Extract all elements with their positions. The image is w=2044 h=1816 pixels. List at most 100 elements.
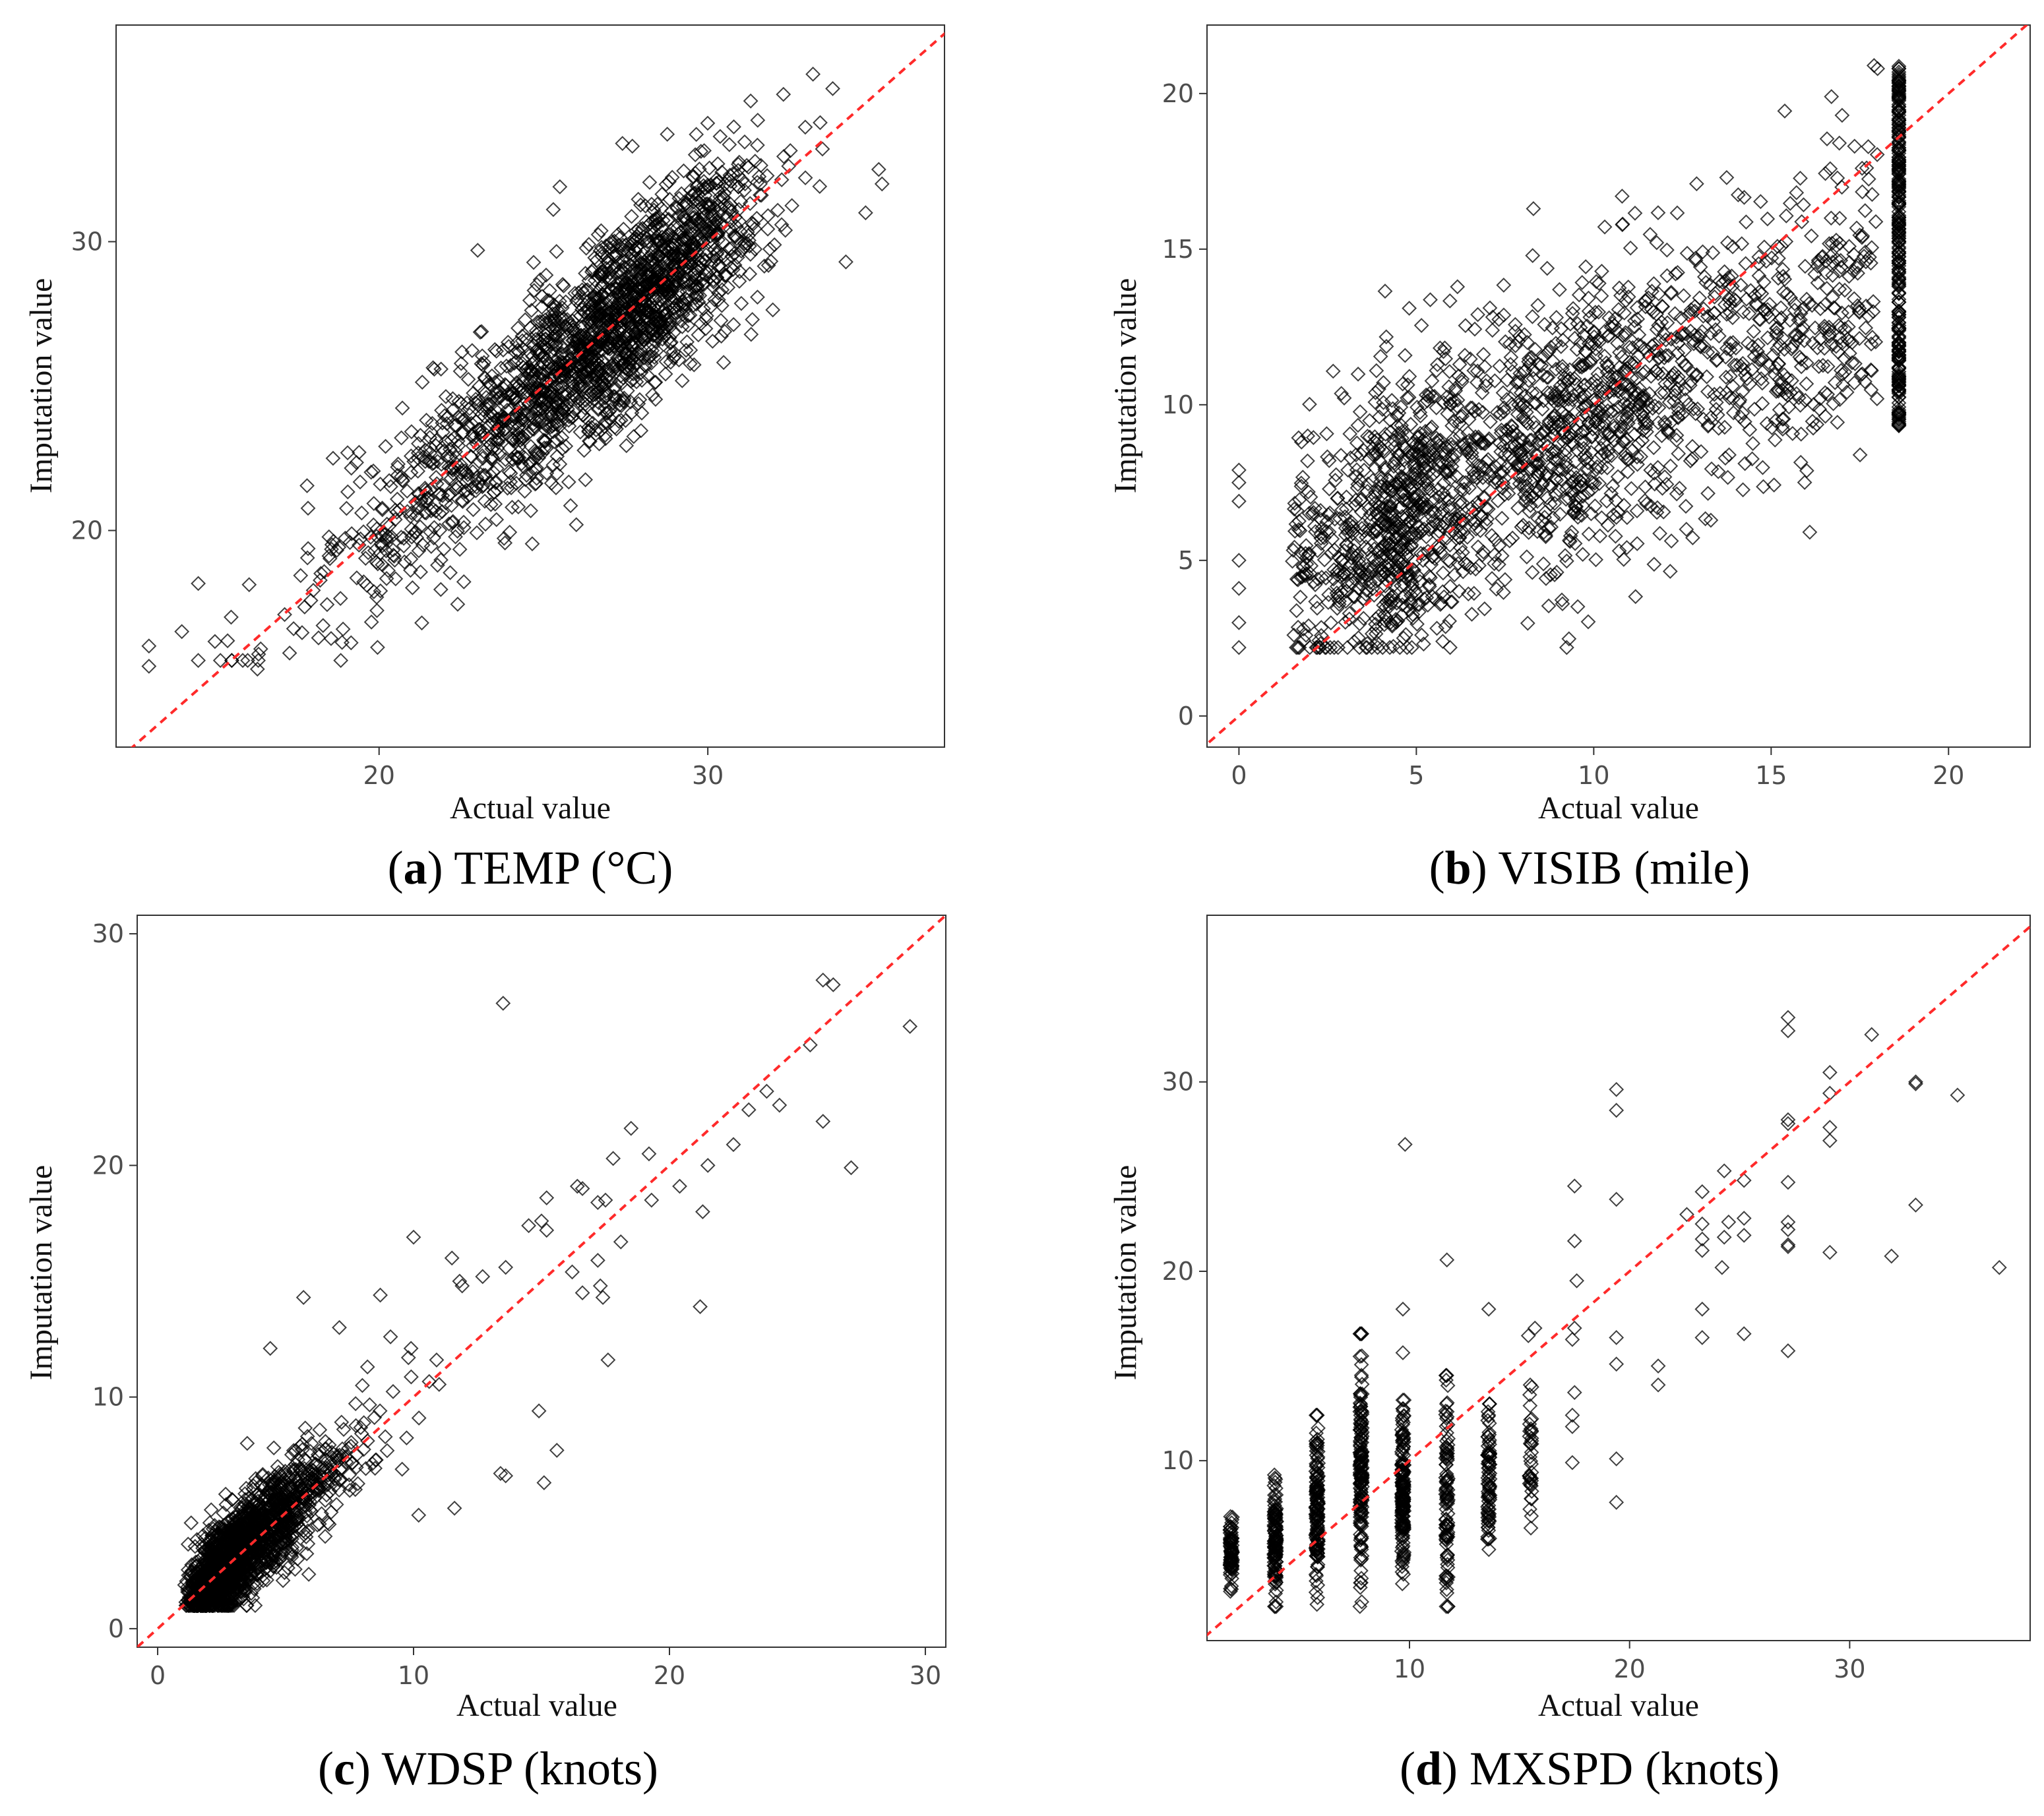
data-point-a-2023 [410,436,426,452]
data-point-b-1 [1231,615,1247,630]
data-point-a-999 [489,461,505,477]
data-point-a-2051 [378,526,393,542]
data-point-a-0 [141,638,157,654]
data-point-a-1868 [616,340,632,356]
data-point-b-2270 [1389,595,1405,611]
data-point-b-1867 [1834,305,1849,321]
data-point-c-54 [332,1319,347,1335]
data-point-b-842 [1435,584,1450,599]
data-point-b-1102 [1313,620,1329,635]
data-point-a-1660 [718,176,733,192]
data-point-b-2180 [1891,286,1907,301]
data-point-a-894 [702,264,718,280]
data-point-a-1931 [425,501,441,517]
data-point-b-1769 [1293,434,1309,450]
data-point-b-2226 [1682,378,1698,393]
data-point-b-1723 [1728,293,1743,309]
data-point-b-1565 [1605,507,1621,523]
data-point-a-1590 [413,564,429,580]
data-point-b-441 [1559,640,1574,655]
plot-frame-a [115,24,945,748]
data-point-b-2013 [1749,296,1764,311]
data-point-a-231 [493,360,509,376]
x-axis-title-a: Actual value [450,791,611,826]
data-point-a-2015 [731,179,746,195]
data-point-b-1748 [1847,356,1863,371]
data-point-a-1983 [667,273,683,289]
data-point-b-4 [1231,493,1247,509]
data-point-a-1731 [450,409,466,425]
data-point-b-274 [1661,348,1676,363]
data-point-a-1772 [465,464,481,479]
data-point-b-1345 [1597,425,1613,441]
data-point-b-1810 [1722,342,1738,357]
data-point-a-1875 [515,341,531,357]
data-point-b-1792 [1688,406,1704,421]
data-point-a-1894 [659,228,675,244]
data-point-b-715 [1891,350,1907,366]
data-point-b-2092 [1891,119,1907,135]
data-point-a-1740 [567,388,582,404]
data-point-a-1428 [496,531,512,546]
data-point-b-1964 [1349,462,1365,477]
data-point-a-653 [571,285,586,301]
data-point-b-1307 [1409,526,1425,541]
x-tick-label-b-2: 10 [1578,761,1609,790]
data-point-b-1370 [1678,499,1694,514]
data-point-b-1604 [1444,485,1460,500]
y-tick-label-b-0: 0 [1178,702,1194,731]
data-point-a-1494 [521,376,537,392]
data-point-b-2168 [1594,510,1609,526]
data-point-a-1546 [636,254,652,270]
data-point-b-154 [1352,616,1367,632]
data-point-b-566 [1779,380,1795,396]
data-point-a-2080 [592,309,608,324]
data-point-b-2171 [1309,640,1325,655]
data-point-a-1770 [598,431,613,446]
data-point-a-1219 [511,320,526,336]
data-point-c-47 [411,1507,427,1523]
data-point-b-1234 [1830,344,1846,360]
data-point-b-2264 [1539,468,1554,483]
data-point-b-432 [1320,449,1335,465]
data-point-a-1849 [644,197,660,212]
data-point-b-1583 [1510,500,1526,516]
data-point-b-843 [1663,458,1679,474]
data-point-b-1589 [1565,301,1581,317]
data-point-b-2157 [1547,388,1563,404]
data-point-b-620 [1376,375,1391,390]
data-point-a-2094 [670,274,686,289]
data-point-c-36 [452,1273,468,1289]
data-point-a-216 [207,634,223,650]
data-point-a-1103 [518,468,534,483]
data-point-b-1627 [1365,446,1380,462]
data-point-b-1282 [1735,384,1750,400]
data-point-b-939 [1364,626,1380,642]
data-point-b-792 [1730,187,1746,202]
data-point-b-692 [1837,282,1853,298]
data-point-a-1046 [596,377,612,393]
data-point-a-150 [735,172,750,188]
data-point-a-799 [354,505,369,521]
data-point-b-2051 [1891,375,1907,390]
data-point-b-2001 [1891,78,1907,94]
data-point-b-598 [1298,537,1314,553]
data-point-a-1965 [642,349,658,365]
data-point-a-1986 [615,344,631,359]
data-point-b-369 [1825,268,1840,284]
data-point-b-1781 [1588,274,1604,289]
data-point-a-1425 [514,333,530,349]
data-point-b-2227 [1721,447,1737,463]
data-point-b-2294 [1400,390,1415,406]
data-point-a-639 [319,597,335,613]
data-point-b-2059 [1546,410,1561,426]
data-point-a-17 [470,243,485,258]
data-point-b-1873 [1462,351,1478,367]
data-point-b-11 [1526,201,1541,216]
data-point-b-1632 [1789,386,1805,402]
data-point-b-1070 [1320,595,1336,610]
data-point-a-752 [797,119,813,135]
data-point-b-1848 [1551,482,1566,498]
data-point-b-1585 [1784,339,1800,355]
